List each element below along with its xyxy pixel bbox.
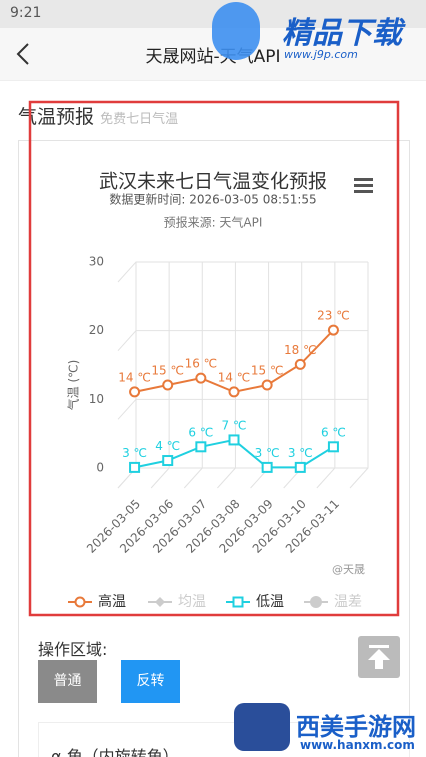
- point: [129, 461, 141, 473]
- data-label: 3 ℃: [122, 446, 147, 460]
- point: [261, 379, 273, 391]
- data-label: 15 ℃: [251, 364, 284, 378]
- section-heading: 气温预报: [18, 106, 95, 128]
- point: [228, 434, 240, 446]
- button[interactable]: 反转: [121, 660, 180, 703]
- back-button[interactable]: [14, 42, 34, 66]
- section-subtitle: 免费七日气温: [100, 112, 179, 127]
- chart: 武汉未来七日气温变化预报 数据更新时间: 2026-03-05 08:51:55…: [28, 100, 400, 617]
- grid-line: [150, 262, 170, 489]
- panel: α 角（内旋转角）: [38, 722, 410, 757]
- y-axis-label: 气温 (℃): [66, 360, 81, 411]
- section-title: 气温预报 免费七日气温: [18, 102, 178, 129]
- legend-marker: [74, 596, 86, 608]
- grid-line: [316, 262, 336, 489]
- card: [18, 140, 410, 757]
- point: [195, 372, 207, 384]
- button[interactable]: 普通: [38, 660, 97, 703]
- credit: @天晟: [332, 563, 365, 576]
- watermark: www.hanxm.com: [300, 738, 415, 752]
- chart-subtitle: 数据更新时间: 2026-03-05 08:51:55: [109, 192, 316, 207]
- grid-line: [117, 467, 368, 489]
- watermark-logo: [234, 703, 290, 751]
- point: [261, 461, 273, 473]
- legend-marker: [155, 597, 165, 607]
- point: [294, 461, 306, 473]
- grid-line: [117, 261, 368, 283]
- chart-subtitle: 预报来源: 天气API: [164, 215, 263, 230]
- watermark: 精品下载: [282, 16, 402, 51]
- data-label: 15 ℃: [151, 364, 184, 378]
- point: [195, 441, 207, 453]
- data-label: 3 ℃: [288, 446, 313, 460]
- legend-label: 温差: [334, 594, 362, 610]
- data-label: 6 ℃: [188, 425, 213, 439]
- data-label: 3 ℃: [255, 446, 280, 460]
- scroll-top-button[interactable]: [358, 636, 400, 678]
- point: [294, 358, 306, 370]
- plot-grid: [117, 261, 369, 489]
- data-label: 14 ℃: [118, 370, 151, 384]
- highlight-box: [28, 100, 400, 617]
- grid-line: [217, 262, 236, 489]
- point: [162, 455, 174, 467]
- point: [327, 441, 339, 453]
- legend-label: 高温: [98, 593, 126, 610]
- point: [162, 379, 174, 391]
- legend-marker: [232, 596, 244, 608]
- legend-marker: [310, 596, 322, 608]
- legend-label: 低温: [256, 594, 284, 610]
- point: [327, 324, 339, 336]
- y-tick-label: 30: [89, 255, 104, 269]
- menu-icon[interactable]: [354, 178, 373, 193]
- grid-line: [183, 262, 203, 489]
- watermark: www.j9p.com: [284, 48, 358, 61]
- data-label: 14 ℃: [218, 370, 251, 384]
- y-tick-label: 10: [89, 392, 104, 406]
- y-tick-label: 20: [89, 323, 104, 337]
- grid-line: [349, 262, 369, 489]
- time: 9:21: [10, 5, 42, 21]
- point: [228, 386, 240, 398]
- data-label: 7 ℃: [222, 418, 247, 432]
- panel-text: α 角（内旋转角）: [51, 747, 179, 757]
- controls-title: 操作区域:: [38, 640, 108, 659]
- data-label: 23 ℃: [317, 309, 350, 323]
- watermark: 西美手游网: [296, 713, 416, 741]
- watermark-logo: [212, 2, 260, 60]
- legend-label: 均温: [178, 594, 206, 610]
- grid-line: [117, 398, 368, 420]
- y-tick-label: 0: [96, 461, 104, 475]
- data-label: 4 ℃: [155, 439, 180, 453]
- data-label: 16 ℃: [185, 357, 218, 371]
- data-label: 6 ℃: [321, 425, 346, 439]
- data-label: 18 ℃: [284, 343, 317, 357]
- point: [129, 386, 141, 398]
- chart-title: 武汉未来七日气温变化预报: [99, 171, 327, 193]
